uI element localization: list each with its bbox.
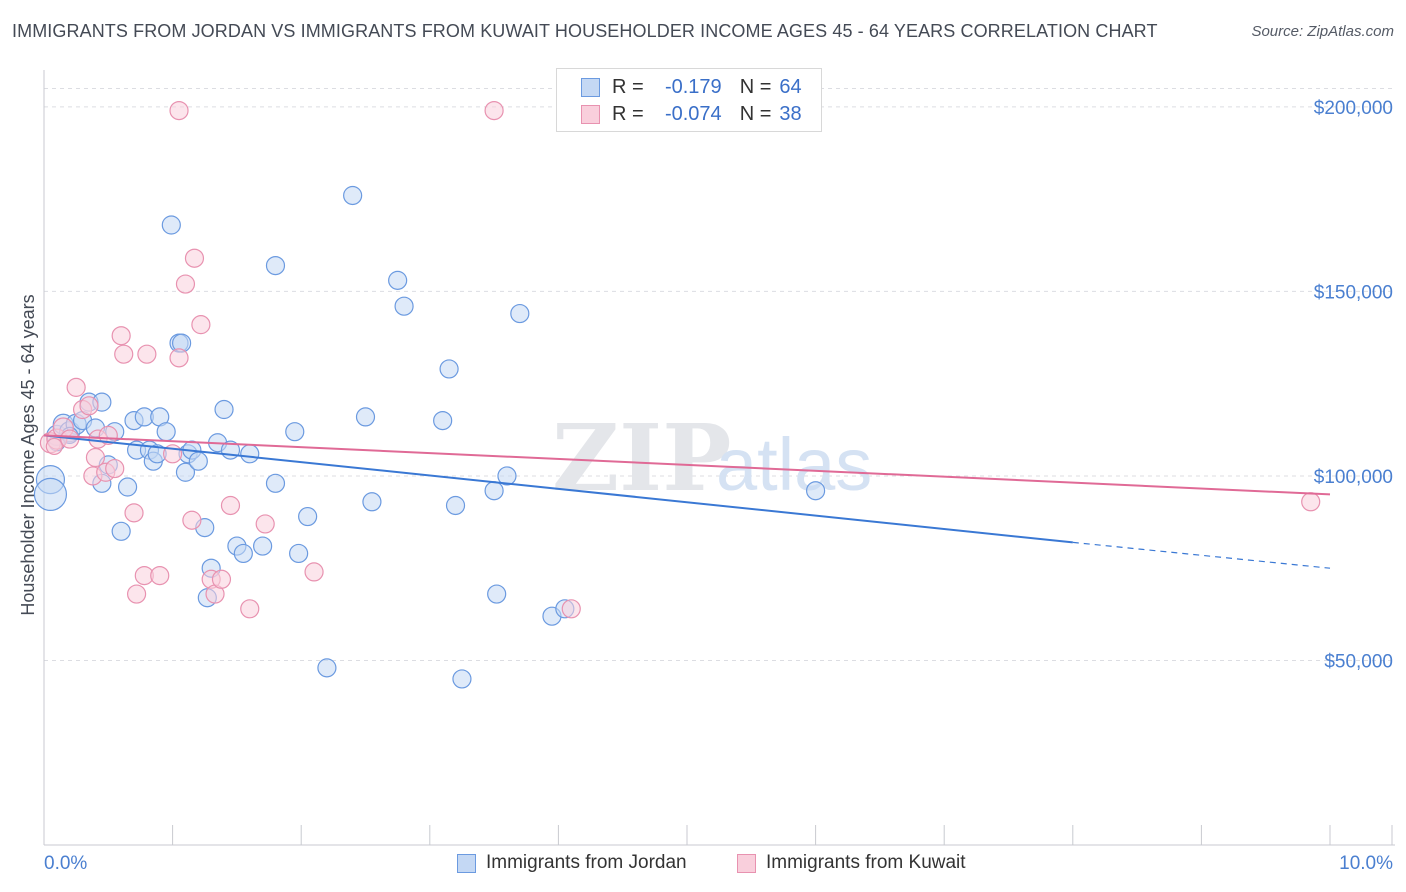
kuwait-point bbox=[1301, 492, 1321, 512]
y-tick-label: $50,000 bbox=[1324, 651, 1393, 672]
kuwait-point bbox=[126, 584, 147, 604]
jordan-point bbox=[111, 521, 131, 541]
kuwait-r-value: -0.074 bbox=[664, 102, 722, 125]
y-tick-label: $150,000 bbox=[1314, 282, 1393, 303]
legend-row-jordan: R = -0.179 N = 64 bbox=[581, 74, 802, 100]
kuwait-point bbox=[182, 510, 202, 530]
jordan-n-label: N = bbox=[739, 75, 772, 98]
y-tick-label: $100,000 bbox=[1314, 467, 1393, 488]
kuwait-point bbox=[169, 100, 189, 121]
kuwait-n-label: N = bbox=[739, 102, 772, 125]
kuwait-point bbox=[105, 458, 125, 479]
bottom-kuwait-swatch bbox=[737, 853, 756, 873]
kuwait-point bbox=[191, 315, 211, 335]
kuwait-point bbox=[137, 344, 157, 364]
jordan-point bbox=[439, 359, 459, 379]
axes bbox=[43, 70, 1395, 846]
kuwait-point bbox=[111, 326, 131, 346]
kuwait-point bbox=[45, 437, 63, 456]
jordan-point bbox=[298, 506, 318, 527]
chart-title: IMMIGRANTS FROM JORDAN VS IMMIGRANTS FRO… bbox=[12, 21, 1158, 41]
jordan-point bbox=[285, 422, 305, 442]
watermark: ZIP atlas bbox=[552, 404, 872, 512]
series-jordan-points bbox=[33, 185, 826, 689]
kuwait-swatch bbox=[581, 104, 600, 124]
jordan-point bbox=[253, 536, 273, 556]
jordan-point bbox=[487, 584, 507, 604]
jordan-point bbox=[445, 495, 466, 516]
kuwait-point bbox=[150, 565, 170, 586]
kuwait-point bbox=[184, 248, 205, 268]
jordan-point bbox=[394, 296, 414, 316]
kuwait-point bbox=[304, 562, 324, 582]
grid-lines bbox=[44, 87, 1395, 661]
trend-lines bbox=[43, 434, 1331, 569]
watermark-zip: ZIP bbox=[552, 404, 731, 512]
jordan-r-value: -0.179 bbox=[664, 75, 722, 98]
kuwait-point bbox=[211, 569, 232, 589]
watermark-atlas: atlas bbox=[716, 423, 872, 506]
jordan-point bbox=[317, 658, 337, 678]
jordan-point bbox=[117, 477, 138, 497]
kuwait-point bbox=[85, 447, 106, 468]
kuwait-point bbox=[220, 495, 241, 516]
bottom-jordan-swatch bbox=[457, 853, 476, 873]
bottom-legend-kuwait: Immigrants from Kuwait bbox=[737, 852, 966, 874]
kuwait-point bbox=[66, 377, 86, 397]
jordan-point bbox=[433, 410, 453, 431]
jordan-point bbox=[214, 399, 234, 420]
jordan-point bbox=[452, 669, 472, 689]
jordan-point bbox=[156, 422, 176, 442]
bottom-kuwait-label: Immigrants from Kuwait bbox=[766, 852, 966, 873]
jordan-point bbox=[497, 466, 517, 486]
jordan-point bbox=[355, 407, 376, 427]
kuwait-point bbox=[114, 344, 134, 364]
kuwait-trend-line bbox=[43, 434, 1331, 496]
jordan-point bbox=[188, 451, 208, 471]
correlation-legend: R = -0.179 N = 64 R = -0.074 N = 38 bbox=[556, 68, 822, 132]
jordan-point bbox=[265, 473, 286, 493]
jordan-point bbox=[161, 215, 181, 235]
jordan-n-value: 64 bbox=[779, 75, 802, 98]
kuwait-point bbox=[484, 100, 504, 121]
series-kuwait-points bbox=[39, 100, 1321, 619]
kuwait-point bbox=[79, 396, 99, 416]
kuwait-n-value: 38 bbox=[779, 102, 802, 125]
y-tick-label: $200,000 bbox=[1314, 98, 1393, 119]
kuwait-r-label: R = bbox=[612, 102, 644, 125]
legend-row-kuwait: R = -0.074 N = 38 bbox=[581, 101, 802, 127]
y-tick-labels: $50,000 $100,000 $150,000 $200,000 bbox=[1314, 98, 1393, 673]
jordan-point bbox=[388, 270, 408, 290]
jordan-trend-extension bbox=[1072, 541, 1331, 569]
bottom-legend-jordan: Immigrants from Jordan bbox=[457, 852, 687, 874]
source-label: Source: ZipAtlas.com bbox=[1251, 23, 1394, 40]
jordan-point bbox=[805, 481, 826, 501]
kuwait-point bbox=[240, 599, 260, 619]
kuwait-point bbox=[561, 599, 581, 619]
jordan-point bbox=[175, 462, 196, 482]
kuwait-point bbox=[255, 514, 275, 534]
jordan-swatch bbox=[581, 77, 600, 97]
jordan-point bbox=[484, 481, 504, 501]
jordan-point bbox=[233, 543, 253, 564]
kuwait-point bbox=[98, 425, 118, 445]
bottom-jordan-label: Immigrants from Jordan bbox=[486, 852, 687, 873]
jordan-point bbox=[33, 477, 68, 512]
jordan-point bbox=[362, 492, 382, 512]
x-tick-label-max: 10.0% bbox=[1339, 853, 1393, 874]
y-axis-title: Householder Income Ages 45 - 64 years bbox=[18, 294, 38, 615]
jordan-trend-line bbox=[43, 434, 1073, 544]
jordan-point bbox=[265, 255, 286, 276]
jordan-point bbox=[240, 444, 260, 464]
x-tick-label-min: 0.0% bbox=[44, 853, 87, 874]
kuwait-point bbox=[124, 503, 144, 523]
kuwait-point bbox=[169, 348, 189, 368]
jordan-point bbox=[510, 303, 530, 324]
jordan-r-label: R = bbox=[612, 75, 644, 98]
jordan-point bbox=[289, 543, 309, 564]
jordan-point bbox=[343, 185, 363, 206]
kuwait-point bbox=[175, 274, 196, 294]
